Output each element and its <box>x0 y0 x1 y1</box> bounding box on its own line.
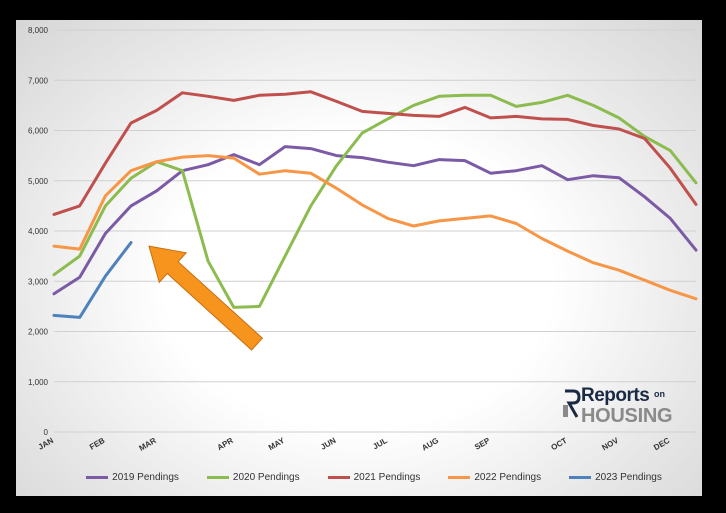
legend: 2019 Pendings 2020 Pendings 2021 Pendings 2… <box>54 466 694 488</box>
reports-on-housing-logo: Reports on HOUSING <box>561 385 691 429</box>
legend-label: 2022 Pendings <box>474 471 542 483</box>
series-line-2021-pendings <box>52 90 698 216</box>
chart-svg: 0 1,000 2,000 3,000 4,000 5,000 6,000 7,000 8,00… <box>28 26 698 453</box>
series-line-2019-pendings <box>52 145 698 296</box>
x-tick-label: MAR <box>137 436 157 453</box>
logo-text-on: on <box>654 389 665 399</box>
y-tick-label: 1,000 <box>28 378 49 387</box>
legend-swatch <box>86 475 109 479</box>
y-tick-label: 6,000 <box>28 127 49 136</box>
y-tick-label: 4,000 <box>28 227 49 236</box>
legend-item: 2021 Pendings <box>327 471 421 483</box>
series-line-2022-pendings <box>52 154 698 301</box>
x-tick-label: NOV <box>600 436 620 453</box>
legend-swatch <box>206 475 229 479</box>
legend-label: 2020 Pendings <box>232 471 300 483</box>
legend-swatch <box>569 475 592 479</box>
x-axis: JAN FEB MAR APR MAY JUN JUL AUG SEP OCT NOV DEC <box>37 436 672 453</box>
logo-text-reports: Reports <box>581 385 650 406</box>
grid-layer <box>54 29 696 433</box>
legend-item: 2020 Pendings <box>206 471 300 483</box>
legend-item: 2022 Pendings <box>448 472 541 483</box>
x-tick-label: MAY <box>267 436 287 453</box>
x-tick-label: JUL <box>371 436 389 451</box>
x-tick-label: AUG <box>420 436 440 453</box>
legend-swatch <box>327 475 350 479</box>
y-axis: 0 1,000 2,000 3,000 4,000 5,000 6,000 7,000 8,00… <box>28 26 49 437</box>
x-tick-label: FEB <box>88 436 107 452</box>
x-tick-label: OCT <box>549 436 568 452</box>
series-line-2020-pendings <box>52 93 698 309</box>
legend-item: 2019 Pendings <box>86 472 179 483</box>
annotation-arrow <box>148 245 264 351</box>
chart-frame: 0 1,000 2,000 3,000 4,000 5,000 6,000 7,000 8,00… <box>16 20 702 496</box>
y-tick-label: 2,000 <box>28 328 49 337</box>
series-line-2023-pendings <box>52 241 133 319</box>
series-layer <box>52 90 698 319</box>
y-tick-label: 8,000 <box>28 26 49 35</box>
legend-label: 2019 Pendings <box>112 471 179 483</box>
x-tick-label: JUN <box>319 436 338 452</box>
y-tick-label: 7,000 <box>28 76 49 85</box>
legend-swatch <box>448 475 471 479</box>
x-tick-label: JAN <box>37 436 56 452</box>
x-tick-label: APR <box>216 436 235 452</box>
legend-label: 2023 Pendings <box>595 471 662 483</box>
logo-text-housing: HOUSING <box>581 405 673 427</box>
logo-mark-icon <box>563 389 581 418</box>
x-tick-label: SEP <box>473 436 492 452</box>
x-tick-label: DEC <box>652 436 671 452</box>
y-tick-label: 0 <box>44 428 49 437</box>
y-tick-label: 5,000 <box>28 177 49 186</box>
legend-item: 2023 Pendings <box>569 472 662 483</box>
legend-label: 2021 Pendings <box>353 471 421 483</box>
y-tick-label: 3,000 <box>28 277 49 286</box>
arrow-icon <box>148 245 264 351</box>
